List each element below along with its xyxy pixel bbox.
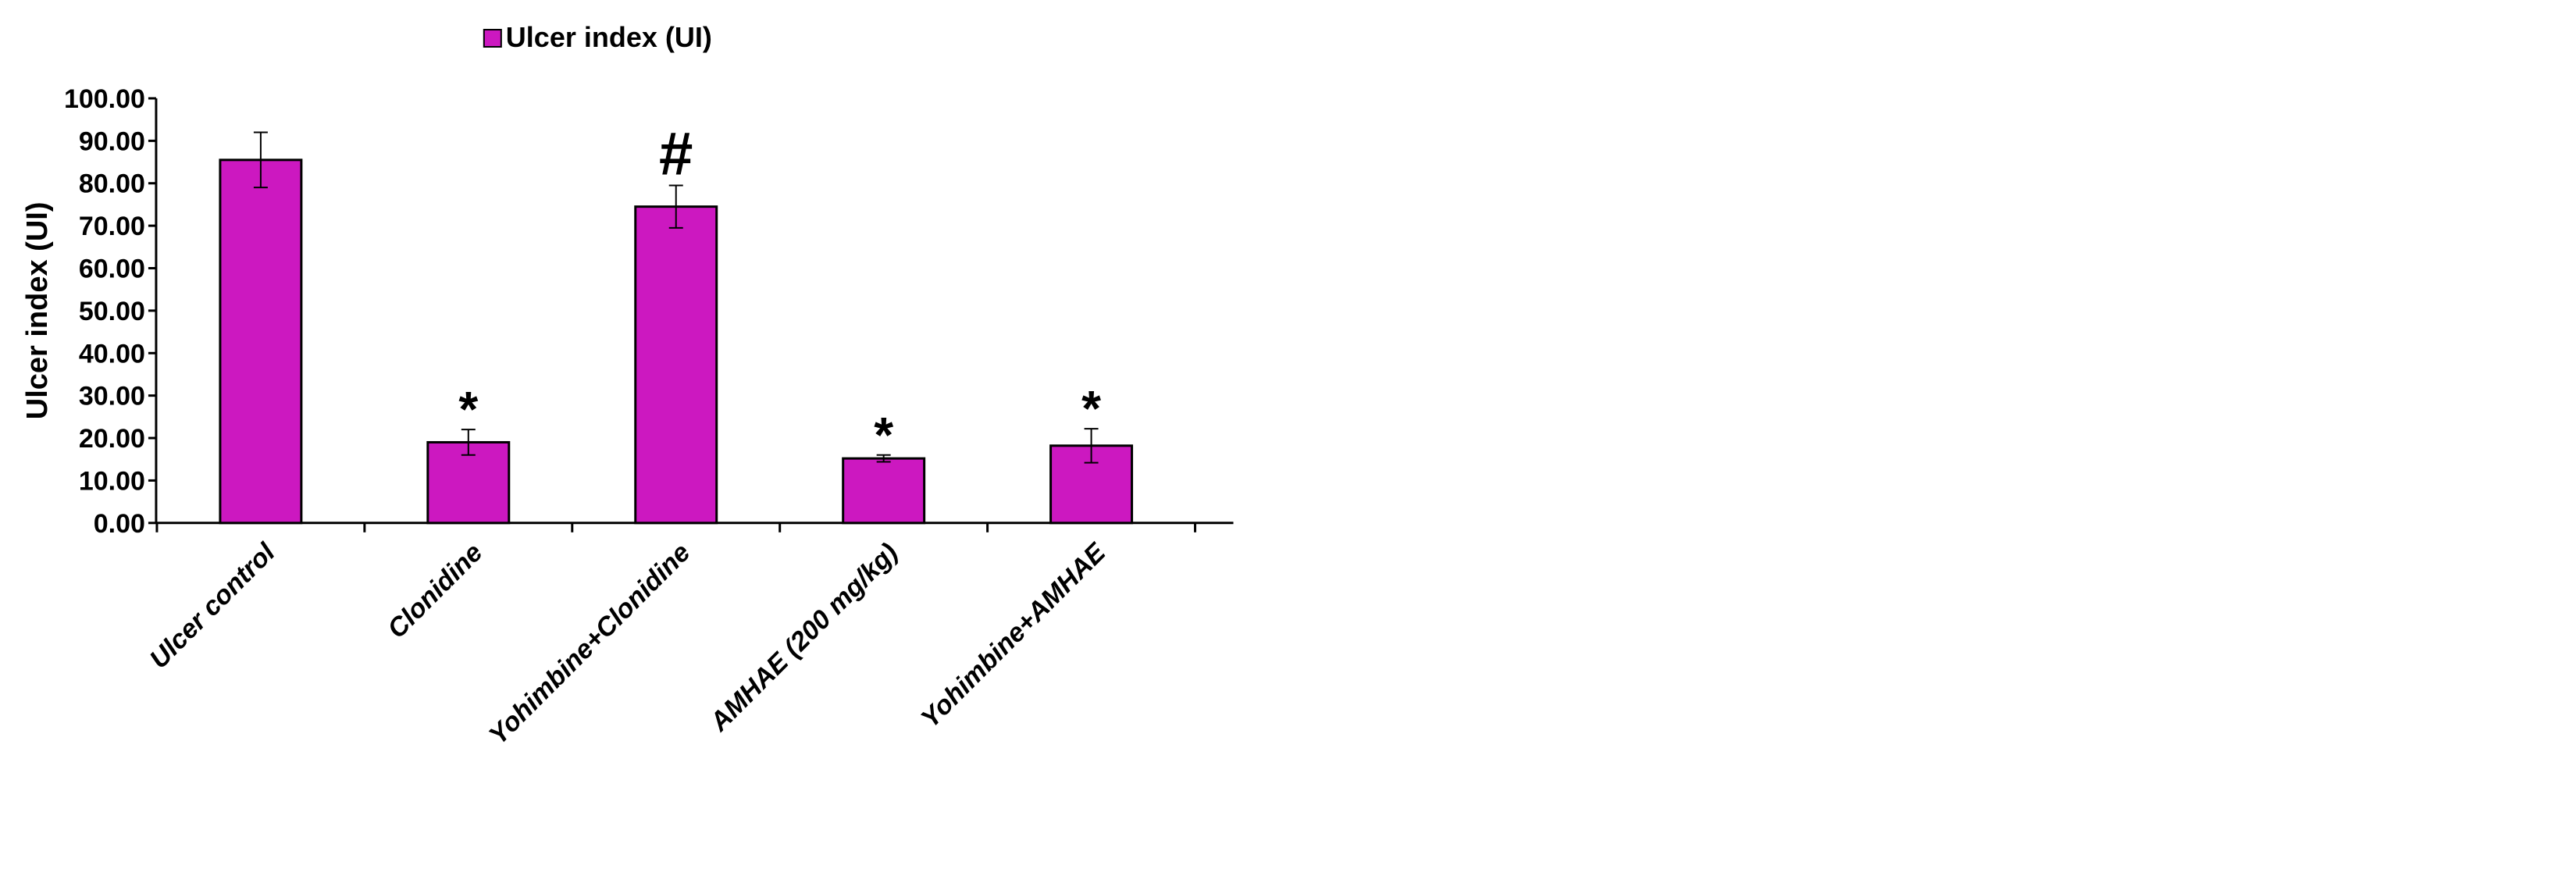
y-tick-label: 10.00 [79, 466, 145, 496]
significance-star: * [458, 381, 478, 437]
chart-right: Ulcer index (UI)Ulcer index (UI)0.0010.0… [1288, 0, 2576, 869]
legend-swatch [483, 28, 502, 48]
bar-chart-svg: Ulcer index (UI) Ulcer index (UI) 0.00 10.0… [21, 21, 1234, 750]
x-category-label: Ulcer control [144, 536, 281, 674]
significance-star: * [1081, 380, 1101, 436]
x-category-label: AMHAE (200 mg/kg) [704, 538, 903, 738]
y-tick-label: 0.00 [94, 509, 145, 539]
y-tick-label: 60.00 [79, 254, 145, 283]
x-category-label: Clonidine [382, 538, 488, 644]
legend-label: Ulcer index (UI) [506, 21, 712, 53]
y-tick-label: 80.00 [79, 169, 145, 199]
x-category-label: Yohimbine+Clonidine [483, 538, 696, 750]
bar-chart-svg: Ulcer index (UI)Ulcer index (UI)0.0010.0… [1288, 0, 2576, 869]
y-tick-label: 40.00 [79, 339, 145, 369]
y-tick-label: 20.00 [79, 424, 145, 454]
x-category-label: Yohimbine+AMHAE [915, 537, 1112, 734]
y-tick-label: 100.00 [64, 84, 145, 114]
bar [219, 158, 303, 525]
y-tick-label: 50.00 [79, 297, 145, 326]
significance-star: * [874, 407, 893, 463]
chart-left: Ulcer index (UI) Ulcer index (UI) 0.00 10.0… [21, 21, 1234, 750]
y-tick-label: 70.00 [79, 212, 145, 241]
bar [634, 205, 718, 525]
y-tick-label: 30.00 [79, 382, 145, 411]
y-axis-title: Ulcer index (UI) [21, 202, 54, 420]
significance-hash: # [659, 119, 693, 187]
y-tick-label: 90.00 [79, 126, 145, 156]
bar [842, 457, 926, 525]
